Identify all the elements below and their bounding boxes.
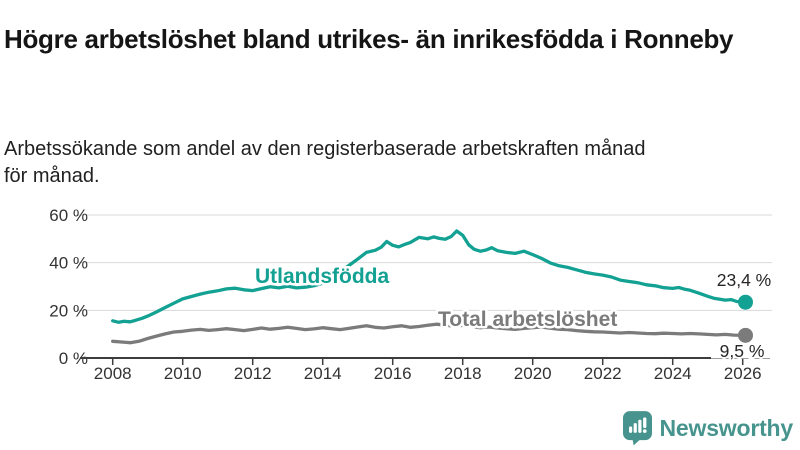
x-axis-tick-label: 2024 xyxy=(654,364,692,383)
x-axis-tick-label: 2014 xyxy=(304,364,342,383)
x-axis-tick-label: 2008 xyxy=(94,364,132,383)
x-axis-tick-label: 2012 xyxy=(234,364,272,383)
series-end-dot-total-arbetsl-shet xyxy=(738,327,753,343)
series-line-total-arbetsl-shet xyxy=(111,322,748,345)
newsworthy-speech-bubble-chart-icon xyxy=(622,411,652,445)
series-end-label-utlandsf-dda: 23,4 % xyxy=(717,270,771,290)
page-title: Högre arbetslöshet bland utrikes- än inr… xyxy=(4,24,734,55)
chart-subtitle: Arbetssökande som andel av den registerb… xyxy=(4,138,646,187)
end-label-mask xyxy=(711,343,773,359)
y-axis-tick-label: 60 % xyxy=(49,206,88,225)
newsworthy-wordmark: Newsworthy xyxy=(659,414,794,441)
y-axis-tick-label: 20 % xyxy=(49,301,88,320)
newsworthy-logo[interactable]: Newsworthy xyxy=(622,410,794,446)
y-axis-tick-label: 0 % xyxy=(59,349,88,368)
series-label-total-arbetsl-shet: Total arbetslöshet xyxy=(438,308,617,331)
series-end-label-total-arbetsl-shet: 9,5 % xyxy=(720,341,765,361)
series-end-dot-utlandsf-dda xyxy=(738,294,753,310)
x-axis-tick-label: 2022 xyxy=(584,364,622,383)
x-axis-tick-label: 2010 xyxy=(164,364,202,383)
unemployment-line-chart: 0 % 20 % 40 % 60 % 2008 2010 2012 2014 2016 2018 2… xyxy=(0,195,800,410)
series-label-utlandsf-dda: Utlandsfödda xyxy=(255,265,389,288)
x-axis-tick-label: 2018 xyxy=(444,364,482,383)
x-axis-tick-label: 2020 xyxy=(514,364,552,383)
y-axis-tick-label: 40 % xyxy=(49,254,88,273)
x-axis-tick-label: 2016 xyxy=(374,364,412,383)
x-axis-tick-label: 2026 xyxy=(724,364,762,383)
series-line-utlandsf-dda xyxy=(111,229,748,324)
chart-canvas: 0 % 20 % 40 % 60 % 2008 2010 2012 2014 2016 2018 2… xyxy=(49,206,773,383)
